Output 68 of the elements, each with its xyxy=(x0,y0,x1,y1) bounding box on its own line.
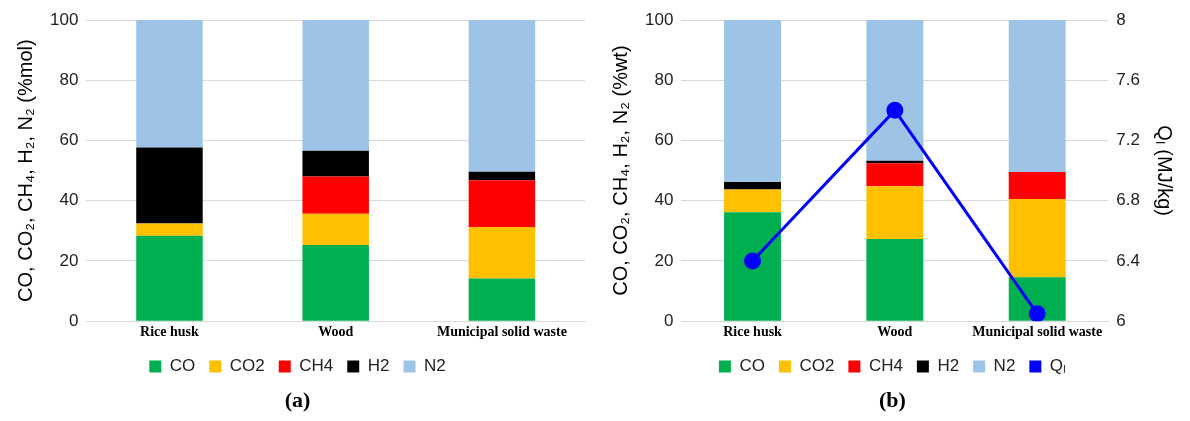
y2-tick-label: 6.4 xyxy=(1116,250,1141,270)
x-tick-label: Wood xyxy=(877,324,913,340)
point xyxy=(1028,305,1046,322)
y2-tick-label: 6 xyxy=(1116,310,1126,330)
bar xyxy=(468,180,536,227)
x-tick-label: Municipal solid waste xyxy=(436,324,567,340)
bar xyxy=(866,20,924,161)
legend-label: CO2 xyxy=(229,356,265,376)
text: (b) xyxy=(878,386,907,414)
y-tick-label: 40 xyxy=(59,190,79,210)
point xyxy=(886,101,904,119)
x-tick-label: Municipal solid waste xyxy=(972,324,1103,340)
y-tick-label: 100 xyxy=(644,9,674,29)
bar xyxy=(468,20,536,172)
legend-label: N2 xyxy=(993,356,1016,376)
y2-tick-label: 7.6 xyxy=(1116,69,1141,89)
y-tick-label: 20 xyxy=(59,250,79,270)
bar xyxy=(136,20,203,148)
y-axis-title: CO, CO₂, CH₄, H₂, N₂ (%mol) xyxy=(13,39,36,302)
bar xyxy=(724,189,781,213)
x-tick-label: Rice husk xyxy=(723,324,783,340)
y2-tick-label: 6.8 xyxy=(1116,190,1141,210)
y2-tick-label: 8 xyxy=(1116,9,1126,29)
y-tick-label: 60 xyxy=(59,130,79,150)
text: (a) xyxy=(283,386,312,414)
bar xyxy=(136,235,203,321)
bar xyxy=(302,213,369,245)
bar xyxy=(724,20,781,183)
legend-label: H2 xyxy=(367,356,390,376)
y-tick-label: 80 xyxy=(59,69,79,89)
y-axis-title: CO, CO₂, CH₄, H₂, N₂ (%wt) xyxy=(608,45,631,296)
bar xyxy=(724,182,781,190)
y-tick-label: 80 xyxy=(654,69,674,89)
y-tick-label: 60 xyxy=(654,130,674,150)
bar xyxy=(1008,172,1066,199)
legend-label: CH4 xyxy=(868,356,903,376)
y2-tick-label: 7.2 xyxy=(1116,130,1141,150)
bar xyxy=(468,226,536,279)
bar xyxy=(136,147,203,224)
bar xyxy=(866,163,924,187)
bar xyxy=(468,278,536,321)
bar xyxy=(724,212,781,321)
x-tick-label: Rice husk xyxy=(140,324,200,340)
bar xyxy=(1008,20,1066,173)
y-tick-label: 20 xyxy=(654,250,674,270)
bar xyxy=(866,238,924,321)
bar xyxy=(866,186,924,239)
bar xyxy=(136,223,203,236)
legend-label: CO xyxy=(169,356,196,376)
y-tick-label: 0 xyxy=(663,310,674,330)
y2-axis-title: Qₗ (MJ/kg) xyxy=(1154,125,1177,216)
bar xyxy=(302,20,369,151)
x-tick-label: Wood xyxy=(318,324,354,340)
legend-label: CO xyxy=(739,356,765,376)
y-tick-label: 100 xyxy=(49,9,79,29)
bar xyxy=(468,171,536,181)
legend-label: CH4 xyxy=(299,356,334,376)
bar xyxy=(1008,198,1066,278)
bar xyxy=(302,176,369,214)
bar xyxy=(302,245,369,321)
bar xyxy=(302,150,369,177)
y-tick-label: 40 xyxy=(654,190,674,210)
legend-label: Qₗ xyxy=(1049,356,1067,376)
point xyxy=(744,252,762,270)
legend-label: H2 xyxy=(937,356,960,376)
legend-label: N2 xyxy=(423,356,446,376)
legend-label: CO2 xyxy=(799,356,835,376)
y-tick-label: 0 xyxy=(68,310,79,330)
